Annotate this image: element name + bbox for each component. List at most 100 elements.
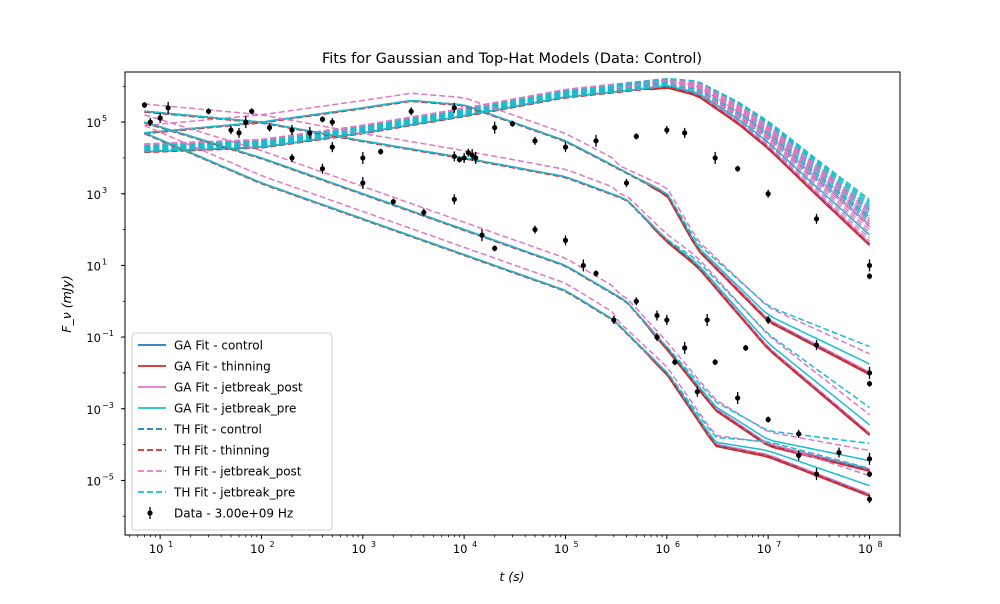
data-point	[813, 340, 820, 351]
data-point	[712, 151, 718, 164]
y-tick-label: 10	[86, 331, 101, 345]
model-curve-a-th-6	[144, 79, 870, 226]
data-point	[451, 102, 457, 113]
x-tick-exponent: 2	[269, 540, 274, 549]
data-point	[329, 118, 335, 127]
y-axis-label: F_ν (mJy)	[59, 275, 74, 332]
data-point	[329, 142, 335, 153]
x-tick-label: 10	[453, 542, 468, 556]
y-tick-label: 10	[86, 116, 101, 130]
y-tick-exponent: −3	[102, 401, 114, 410]
data-point	[611, 315, 617, 324]
y-tick-exponent: 1	[102, 257, 107, 266]
data-point	[461, 152, 467, 163]
legend-entry: TH Fit - jetbreak_post	[138, 465, 302, 479]
data-point	[479, 229, 485, 242]
data-point	[451, 151, 457, 162]
model-curve-b-th-7	[144, 99, 870, 348]
data-point	[743, 344, 749, 351]
model-curve-d-th-5	[144, 122, 870, 472]
data-point	[796, 429, 802, 438]
x-tick-label: 10	[149, 542, 164, 556]
data-point	[465, 148, 471, 157]
data-point	[866, 495, 873, 504]
data-point	[456, 156, 463, 163]
model-curve-d-th-6	[144, 114, 870, 452]
y-tick-label: 10	[86, 403, 101, 417]
model-curve-e-th-5	[144, 133, 870, 497]
x-tick-exponent: 6	[675, 540, 680, 549]
x-tick-exponent: 5	[573, 540, 578, 549]
data-point	[866, 380, 873, 387]
x-tick-exponent: 8	[877, 540, 882, 549]
data-point	[866, 452, 873, 465]
x-tick-label: 10	[656, 542, 671, 556]
data-point	[319, 163, 326, 174]
data-point	[469, 149, 475, 162]
x-tick-label: 10	[858, 542, 873, 556]
th-jetbreak-pre-band-line	[144, 83, 870, 220]
y-tick-exponent: 3	[102, 186, 107, 195]
data-point	[532, 136, 538, 145]
data-point	[289, 153, 295, 162]
data-point	[682, 341, 688, 354]
data-point	[205, 108, 212, 115]
model-curve-e-th-7	[144, 132, 870, 470]
x-tick-exponent: 3	[371, 540, 376, 549]
x-tick-exponent: 1	[168, 540, 173, 549]
data-point	[165, 101, 171, 114]
data-point	[866, 366, 873, 379]
data-point	[562, 142, 569, 153]
legend-entry: TH Fit - jetbreak_pre	[138, 486, 295, 500]
legend-entry: GA Fit - jetbreak_post	[138, 381, 303, 395]
model-curve-c-th-7	[144, 110, 870, 409]
data-point	[765, 315, 771, 324]
data-point	[266, 123, 273, 132]
model-curve-a-th-5	[144, 86, 871, 246]
legend-entry: TH Fit - control	[138, 423, 262, 437]
data-point	[492, 245, 498, 252]
data-point	[623, 178, 630, 187]
model-curve-e-th-6	[144, 124, 870, 477]
data-point	[157, 113, 163, 124]
y-tick-label: 10	[86, 188, 101, 202]
data-point	[289, 125, 295, 136]
model-curve-a-th-7	[144, 84, 870, 219]
data-point	[712, 359, 718, 366]
data-point	[451, 194, 457, 205]
data-point	[765, 416, 771, 423]
model-curve-d-th-7	[144, 121, 870, 445]
data-point	[813, 468, 820, 481]
model-curve-c-th-5	[144, 111, 870, 436]
legend-label: TH Fit - jetbreak_pre	[173, 486, 295, 500]
data-point	[492, 121, 498, 134]
legend-label: TH Fit - jetbreak_post	[173, 465, 302, 479]
y-tick-label: 10	[86, 474, 101, 488]
model-curve-c-th-6	[144, 103, 870, 416]
data-point	[360, 176, 366, 189]
data-point	[633, 297, 639, 306]
legend-label: TH Fit - control	[173, 423, 262, 437]
x-tick-exponent: 7	[776, 540, 781, 549]
th-jetbreak-pre-band-line	[144, 84, 870, 223]
data-point	[249, 108, 255, 115]
data-point	[532, 225, 538, 234]
legend-label: GA Fit - control	[174, 339, 263, 353]
legend-entry: GA Fit - thinning	[138, 360, 271, 374]
data-point	[360, 151, 366, 164]
data-point	[682, 127, 688, 138]
legend-entry: TH Fit - thinning	[138, 444, 270, 458]
data-point	[654, 310, 660, 321]
data-point	[243, 116, 249, 129]
x-tick-label: 10	[250, 542, 265, 556]
data-point	[672, 359, 678, 366]
data-point	[580, 259, 586, 272]
data-point	[633, 133, 639, 140]
data-point	[866, 273, 873, 280]
legend-box	[131, 332, 333, 531]
data-point	[765, 189, 771, 198]
chart-title: Fits for Gaussian and Top-Hat Models (Da…	[322, 51, 702, 67]
legend-label: TH Fit - thinning	[173, 444, 270, 458]
